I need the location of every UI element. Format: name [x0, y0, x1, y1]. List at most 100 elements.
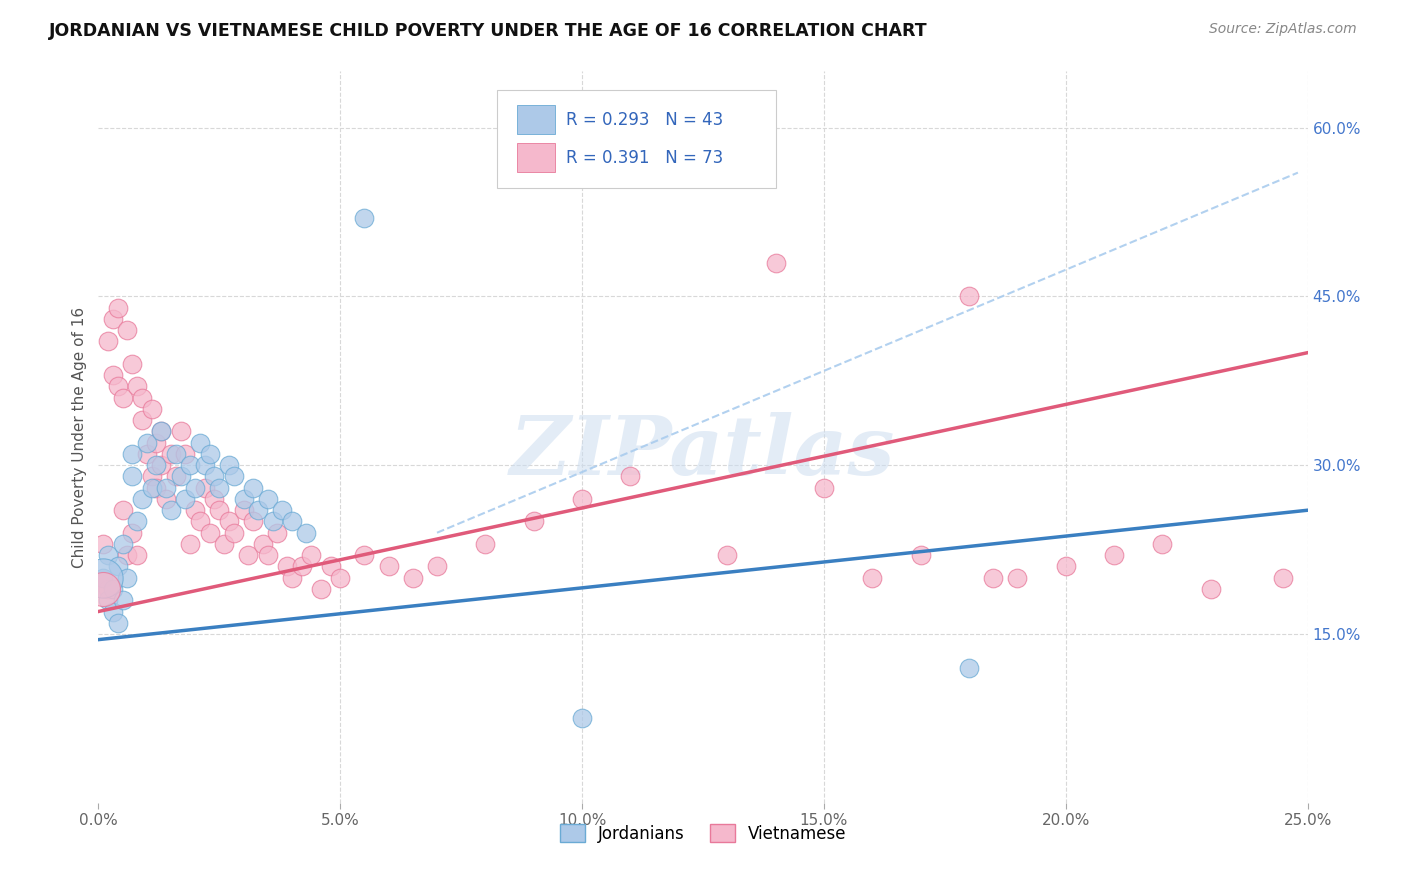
- Point: [271, 503, 294, 517]
- Point: [165, 447, 187, 461]
- Point: [141, 481, 163, 495]
- Point: [131, 491, 153, 506]
- Point: [111, 503, 134, 517]
- Point: [252, 537, 274, 551]
- Point: [571, 491, 593, 506]
- Point: [957, 289, 980, 303]
- Point: [266, 525, 288, 540]
- Point: [121, 357, 143, 371]
- Point: [188, 515, 211, 529]
- Point: [188, 435, 211, 450]
- Point: [97, 548, 120, 562]
- Point: [571, 711, 593, 725]
- Point: [222, 469, 245, 483]
- Point: [957, 661, 980, 675]
- Point: [184, 503, 207, 517]
- Point: [97, 593, 120, 607]
- Point: [1199, 582, 1222, 596]
- Point: [281, 515, 304, 529]
- Point: [107, 559, 129, 574]
- FancyBboxPatch shape: [517, 105, 555, 135]
- Point: [91, 582, 114, 596]
- Point: [169, 469, 191, 483]
- Point: [155, 481, 177, 495]
- Point: [184, 481, 207, 495]
- Point: [145, 458, 167, 473]
- Point: [242, 481, 264, 495]
- Point: [232, 491, 254, 506]
- Point: [107, 379, 129, 393]
- Point: [353, 548, 375, 562]
- Text: ZIPatlas: ZIPatlas: [510, 412, 896, 491]
- Point: [91, 571, 114, 585]
- Point: [97, 582, 120, 596]
- Text: R = 0.293   N = 43: R = 0.293 N = 43: [567, 111, 724, 128]
- Point: [131, 413, 153, 427]
- Point: [247, 503, 270, 517]
- Point: [208, 503, 231, 517]
- Point: [299, 548, 322, 562]
- Point: [309, 582, 332, 596]
- Point: [127, 515, 149, 529]
- Point: [1102, 548, 1125, 562]
- Point: [329, 571, 352, 585]
- Point: [212, 537, 235, 551]
- Text: R = 0.391   N = 73: R = 0.391 N = 73: [567, 149, 724, 167]
- Point: [127, 548, 149, 562]
- Point: [121, 447, 143, 461]
- Point: [179, 458, 201, 473]
- Point: [238, 548, 260, 562]
- Point: [232, 503, 254, 517]
- Point: [107, 301, 129, 315]
- Point: [135, 447, 157, 461]
- Point: [111, 593, 134, 607]
- Point: [101, 312, 124, 326]
- Point: [150, 425, 173, 439]
- Point: [1152, 537, 1174, 551]
- Point: [256, 491, 278, 506]
- Point: [523, 515, 546, 529]
- Point: [101, 368, 124, 383]
- Point: [222, 525, 245, 540]
- Point: [155, 491, 177, 506]
- Point: [242, 515, 264, 529]
- Point: [179, 537, 201, 551]
- FancyBboxPatch shape: [498, 90, 776, 188]
- Point: [716, 548, 738, 562]
- Point: [111, 537, 134, 551]
- Point: [1054, 559, 1077, 574]
- Point: [169, 425, 191, 439]
- Point: [141, 401, 163, 416]
- Point: [981, 571, 1004, 585]
- Text: Source: ZipAtlas.com: Source: ZipAtlas.com: [1209, 22, 1357, 37]
- Point: [150, 425, 173, 439]
- Point: [91, 571, 114, 585]
- Point: [101, 582, 124, 596]
- Point: [117, 548, 139, 562]
- Text: JORDANIAN VS VIETNAMESE CHILD POVERTY UNDER THE AGE OF 16 CORRELATION CHART: JORDANIAN VS VIETNAMESE CHILD POVERTY UN…: [49, 22, 928, 40]
- Point: [813, 481, 835, 495]
- Point: [111, 391, 134, 405]
- Point: [194, 458, 217, 473]
- Point: [319, 559, 342, 574]
- Point: [145, 435, 167, 450]
- Point: [860, 571, 883, 585]
- Point: [218, 515, 240, 529]
- Y-axis label: Child Poverty Under the Age of 16: Child Poverty Under the Age of 16: [72, 307, 87, 567]
- Point: [1272, 571, 1295, 585]
- Point: [135, 435, 157, 450]
- Point: [150, 458, 173, 473]
- Point: [141, 469, 163, 483]
- Point: [117, 571, 139, 585]
- Point: [262, 515, 284, 529]
- Point: [117, 323, 139, 337]
- Point: [619, 469, 641, 483]
- Point: [402, 571, 425, 585]
- Point: [131, 391, 153, 405]
- Point: [174, 447, 197, 461]
- Point: [281, 571, 304, 585]
- Point: [97, 334, 120, 349]
- Point: [198, 525, 221, 540]
- Point: [910, 548, 932, 562]
- Point: [101, 605, 124, 619]
